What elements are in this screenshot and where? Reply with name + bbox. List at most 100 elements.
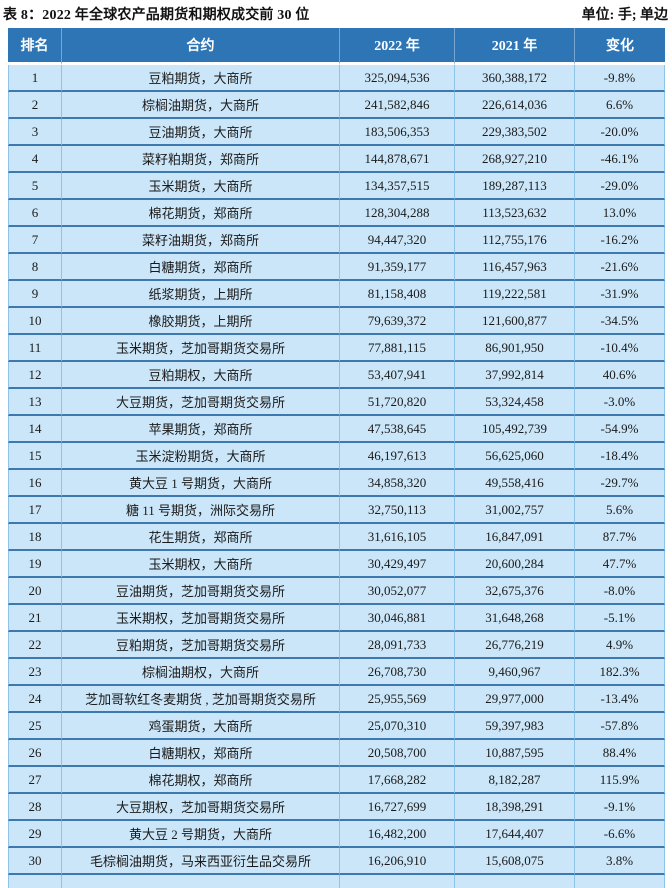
value-2021-cell: 18,398,291: [455, 794, 575, 821]
change-cell: -57.8%: [575, 713, 665, 740]
change-cell: -9.1%: [575, 794, 665, 821]
change-cell: 3.8%: [575, 848, 665, 875]
contract-cell: 棕榈油期权，大商所: [62, 659, 340, 686]
change-cell: -16.2%: [575, 227, 665, 254]
change-cell: -31.9%: [575, 281, 665, 308]
contract-cell: 芝加哥软红冬麦期货 , 芝加哥期货交易所: [62, 686, 340, 713]
value-2022-cell: 53,407,941: [340, 362, 455, 389]
table-row: 9 纸浆期货，上期所 81,158,408 119,222,581 -31.9%: [8, 281, 665, 308]
table-row: 23 棕榈油期权，大商所 26,708,730 9,460,967 182.3%: [8, 659, 665, 686]
header-contract: 合约: [62, 28, 340, 65]
value-2022-cell: 325,094,536: [340, 65, 455, 92]
contract-cell: 黄大豆 2 号期货，大商所: [62, 821, 340, 848]
change-cell: 5.6%: [575, 497, 665, 524]
contract-cell: 大豆期权，芝加哥期货交易所: [62, 794, 340, 821]
value-2021-cell: 105,492,739: [455, 416, 575, 443]
rank-cell: 8: [8, 254, 62, 281]
value-2022-cell: 46,197,613: [340, 443, 455, 470]
value-2022-cell: 28,091,733: [340, 632, 455, 659]
rank-cell: 13: [8, 389, 62, 416]
value-2021-cell: 15,608,075: [455, 848, 575, 875]
cropped-partial-cell: [8, 875, 62, 888]
change-cell: -34.5%: [575, 308, 665, 335]
value-2021-cell: 53,324,458: [455, 389, 575, 416]
rank-cell: 11: [8, 335, 62, 362]
value-2021-cell: 268,927,210: [455, 146, 575, 173]
contract-cell: 玉米期权，芝加哥期货交易所: [62, 605, 340, 632]
contract-cell: 大豆期货，芝加哥期货交易所: [62, 389, 340, 416]
table-body: 1 豆粕期货，大商所 325,094,536 360,388,172 -9.8% 2 棕榈油…: [8, 65, 665, 888]
value-2022-cell: 16,727,699: [340, 794, 455, 821]
table-row: 28 大豆期权，芝加哥期货交易所 16,727,699 18,398,291 -9.1%: [8, 794, 665, 821]
change-cell: 88.4%: [575, 740, 665, 767]
rank-cell: 1: [8, 65, 62, 92]
rank-cell: 15: [8, 443, 62, 470]
rank-cell: 6: [8, 200, 62, 227]
value-2022-cell: 128,304,288: [340, 200, 455, 227]
change-cell: 6.6%: [575, 92, 665, 119]
cropped-partial-cell: [455, 875, 575, 888]
table-row: 24 芝加哥软红冬麦期货 , 芝加哥期货交易所 25,955,569 29,977,0…: [8, 686, 665, 713]
value-2022-cell: 16,482,200: [340, 821, 455, 848]
value-2021-cell: 360,388,172: [455, 65, 575, 92]
contract-cell: 菜籽油期货，郑商所: [62, 227, 340, 254]
change-cell: 47.7%: [575, 551, 665, 578]
change-cell: -5.1%: [575, 605, 665, 632]
value-2021-cell: 20,600,284: [455, 551, 575, 578]
change-cell: 87.7%: [575, 524, 665, 551]
table-row: 11 玉米期货，芝加哥期货交易所 77,881,115 86,901,950 -10.4…: [8, 335, 665, 362]
cropped-partial-cell: [62, 875, 340, 888]
change-cell: -18.4%: [575, 443, 665, 470]
table-row: 10 橡胶期货，上期所 79,639,372 121,600,877 -34.5%: [8, 308, 665, 335]
value-2021-cell: 32,675,376: [455, 578, 575, 605]
rank-cell: 5: [8, 173, 62, 200]
change-cell: -21.6%: [575, 254, 665, 281]
change-cell: 13.0%: [575, 200, 665, 227]
contract-cell: 豆油期货，芝加哥期货交易所: [62, 578, 340, 605]
value-2021-cell: 37,992,814: [455, 362, 575, 389]
contract-cell: 豆粕期货，芝加哥期货交易所: [62, 632, 340, 659]
change-cell: 40.6%: [575, 362, 665, 389]
value-2021-cell: 56,625,060: [455, 443, 575, 470]
cropped-partial-cell: [575, 875, 665, 888]
contract-cell: 玉米期货，芝加哥期货交易所: [62, 335, 340, 362]
change-cell: -29.0%: [575, 173, 665, 200]
contract-cell: 菜籽粕期货，郑商所: [62, 146, 340, 173]
change-cell: -8.0%: [575, 578, 665, 605]
value-2022-cell: 16,206,910: [340, 848, 455, 875]
contract-cell: 白糖期权，郑商所: [62, 740, 340, 767]
unit-label: 单位: 手; 单边: [581, 8, 668, 23]
value-2022-cell: 34,858,320: [340, 470, 455, 497]
change-cell: -13.4%: [575, 686, 665, 713]
value-2022-cell: 25,070,310: [340, 713, 455, 740]
contract-cell: 黄大豆 1 号期货，大商所: [62, 470, 340, 497]
value-2022-cell: 20,508,700: [340, 740, 455, 767]
value-2021-cell: 8,182,287: [455, 767, 575, 794]
cropped-partial-row: [8, 875, 665, 888]
contract-cell: 豆粕期货，大商所: [62, 65, 340, 92]
contract-cell: 棉花期权，郑商所: [62, 767, 340, 794]
value-2021-cell: 59,397,983: [455, 713, 575, 740]
contract-cell: 豆粕期权，大商所: [62, 362, 340, 389]
value-2022-cell: 26,708,730: [340, 659, 455, 686]
header-2021: 2021 年: [455, 28, 575, 65]
value-2021-cell: 113,523,632: [455, 200, 575, 227]
value-2022-cell: 25,955,569: [340, 686, 455, 713]
value-2021-cell: 116,457,963: [455, 254, 575, 281]
value-2022-cell: 241,582,846: [340, 92, 455, 119]
table-row: 27 棉花期权，郑商所 17,668,282 8,182,287 115.9%: [8, 767, 665, 794]
rank-cell: 26: [8, 740, 62, 767]
table-row: 19 玉米期权，大商所 30,429,497 20,600,284 47.7%: [8, 551, 665, 578]
value-2021-cell: 119,222,581: [455, 281, 575, 308]
table-row: 5 玉米期货，大商所 134,357,515 189,287,113 -29.0%: [8, 173, 665, 200]
rank-cell: 7: [8, 227, 62, 254]
value-2021-cell: 31,648,268: [455, 605, 575, 632]
table-header: 排名 合约 2022 年 2021 年 变化: [8, 28, 665, 65]
rank-cell: 29: [8, 821, 62, 848]
value-2021-cell: 9,460,967: [455, 659, 575, 686]
rank-cell: 30: [8, 848, 62, 875]
change-cell: 182.3%: [575, 659, 665, 686]
rank-cell: 14: [8, 416, 62, 443]
rank-cell: 3: [8, 119, 62, 146]
table-row: 16 黄大豆 1 号期货，大商所 34,858,320 49,558,416 -29.7…: [8, 470, 665, 497]
